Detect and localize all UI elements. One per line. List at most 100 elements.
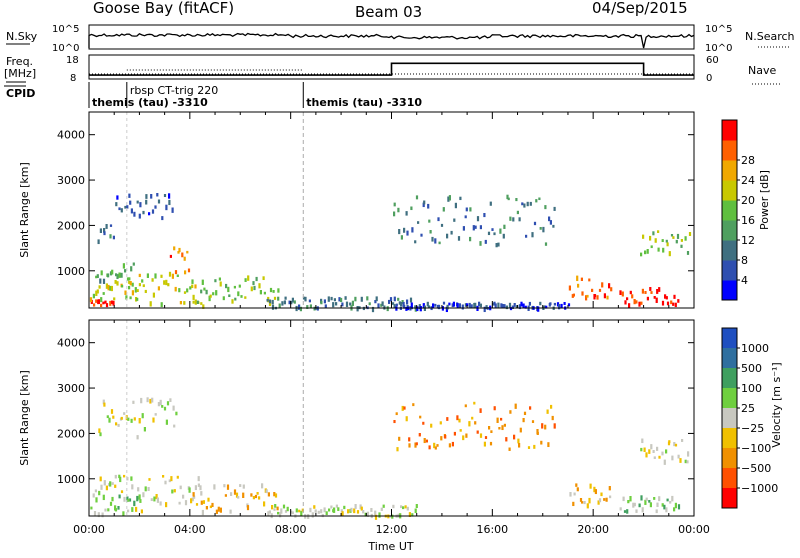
heatmap-cell [677,504,681,510]
heatmap-cell [484,436,488,439]
heatmap-cell [674,302,677,308]
heatmap-cell [621,291,624,297]
heatmap-cell [380,303,383,307]
heatmap-cell [450,230,453,235]
heatmap-cell [542,226,545,233]
heatmap-cell [124,269,127,273]
heatmap-cell [123,496,126,502]
heatmap-cell [178,288,181,293]
heatmap-cell [311,512,314,518]
heatmap-cell [290,510,293,514]
heatmap-cell [165,279,168,286]
heatmap-cell [405,211,408,216]
heatmap-cell [568,285,571,291]
nsky-panel: N.Sky 10^5 10^0 10^5 10^0 N.Search [6,24,795,54]
heatmap-cell [112,415,115,419]
nave-tick-low: 0 [706,73,712,84]
heatmap-cell [600,492,603,497]
heatmap-cell [489,201,492,206]
heatmap-cell [95,299,98,303]
heatmap-cell [649,502,652,508]
nave-label: Nave [748,64,776,77]
heatmap-cell [629,496,632,502]
heatmap-cell [459,196,462,201]
heatmap-cell [103,228,106,233]
y-tick-label: 3000 [57,382,85,395]
heatmap-cell [138,273,141,278]
heatmap-cell [105,224,108,229]
heatmap-cell [359,504,362,510]
heatmap-cell [608,486,611,491]
heatmap-cell [673,442,676,447]
heatmap-cell [212,292,215,296]
colorbar-tick-label: 20 [741,194,755,207]
heatmap-cell [649,235,652,241]
heatmap-cell [302,296,306,300]
heatmap-cell [591,288,594,292]
heatmap-cell [168,271,172,277]
heatmap-cell [323,299,326,304]
heatmap-cell [547,442,550,448]
heatmap-cell [150,498,153,502]
heatmap-cell [520,301,523,307]
heatmap-cell [110,300,114,304]
heatmap-cell [183,256,186,261]
heatmap-cell [539,301,542,306]
nsearch-label: N.Search [745,30,795,43]
colorbar-tick-label: 4 [741,274,748,287]
heatmap-cell [178,501,181,505]
colorbar-swatch [722,368,737,389]
colorbar-swatch [722,408,737,429]
heatmap-cell [276,506,279,511]
heatmap-cell [263,291,266,295]
heatmap-cell [214,279,217,283]
heatmap-cell [646,249,649,254]
heatmap-cell [596,295,599,300]
heatmap-cell [238,284,241,288]
heatmap-cell [109,285,112,291]
heatmap-cell [656,502,659,507]
heatmap-cell [667,441,671,446]
heatmap-cell [293,300,296,304]
heatmap-cell [381,301,384,306]
heatmap-cell [687,451,690,457]
heatmap-cell [503,304,506,309]
heatmap-cell [299,306,302,312]
heatmap-cell [643,447,646,452]
velocity-axes: 1000 2000 3000 4000 [57,320,695,516]
heatmap-cell [314,509,317,513]
heatmap-cell [133,417,136,421]
heatmap-cell [258,496,261,500]
heatmap-cell [175,411,178,416]
heatmap-cell [681,439,684,442]
heatmap-cell [105,485,108,491]
heatmap-cell [174,270,178,275]
heatmap-cell [107,508,110,512]
heatmap-cell [609,495,612,499]
heatmap-cell [298,509,301,513]
heatmap-cell [153,496,156,502]
heatmap-cell [402,506,405,510]
heatmap-cell [541,423,544,429]
heatmap-cell [491,228,494,231]
heatmap-cell [156,193,159,197]
heatmap-cell [619,507,622,511]
heatmap-cell [549,220,552,225]
heatmap-cell [191,497,194,502]
heatmap-cell [638,301,641,307]
heatmap-cell [116,195,119,200]
colorbar-tick-label: −25 [741,422,764,435]
x-tick-label: 00:00 [73,523,105,536]
heatmap-cell [664,294,667,299]
heatmap-cell [217,506,220,512]
heatmap-cell [640,495,643,501]
heatmap-cell [120,208,123,213]
heatmap-cell [341,302,344,307]
heatmap-cell [438,241,441,245]
heatmap-cell [177,251,180,254]
heatmap-cell [200,302,203,305]
heatmap-cell [633,502,636,507]
heatmap-cell [483,441,486,447]
heatmap-cell [244,278,247,282]
heatmap-cell [202,500,205,504]
